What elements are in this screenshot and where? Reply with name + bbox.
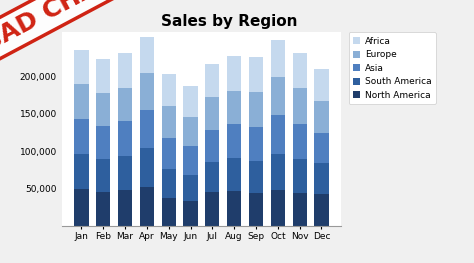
Bar [118, 53, 132, 88]
Bar [96, 126, 110, 159]
Bar [140, 37, 154, 73]
Bar [227, 191, 241, 226]
Bar [271, 115, 285, 154]
Bar [249, 193, 263, 226]
Bar [183, 201, 198, 226]
Bar [227, 124, 241, 158]
Bar [249, 127, 263, 161]
Bar [271, 190, 285, 226]
Bar [249, 161, 263, 193]
Bar [183, 86, 198, 117]
Bar [162, 138, 176, 169]
Bar [314, 101, 328, 133]
Bar [249, 57, 263, 92]
Bar [271, 154, 285, 190]
Bar [314, 133, 328, 163]
Bar [205, 130, 219, 162]
Bar [205, 193, 219, 226]
Bar [227, 91, 241, 124]
Bar [140, 110, 154, 148]
Bar [162, 169, 176, 199]
Bar [292, 193, 307, 226]
Bar [74, 49, 89, 84]
Bar [118, 190, 132, 226]
Bar [96, 159, 110, 192]
Bar [314, 69, 328, 101]
Bar [205, 162, 219, 193]
Bar [292, 124, 307, 159]
Bar [314, 194, 328, 226]
Bar [140, 148, 154, 187]
Bar [74, 84, 89, 119]
Bar [205, 97, 219, 130]
Bar [96, 192, 110, 226]
Bar [162, 199, 176, 226]
Bar [118, 122, 132, 156]
Bar [96, 93, 110, 126]
Bar [162, 107, 176, 138]
Bar [140, 73, 154, 110]
Bar [205, 64, 219, 97]
Bar [227, 56, 241, 91]
Bar [162, 74, 176, 107]
Bar [249, 92, 263, 127]
Bar [183, 175, 198, 201]
Bar [271, 40, 285, 77]
Bar [118, 88, 132, 122]
Bar [118, 156, 132, 190]
Text: #CC1100: #CC1100 [62, 73, 68, 74]
Bar [74, 119, 89, 154]
Bar [227, 158, 241, 191]
Text: BAD CHART: BAD CHART [0, 0, 133, 57]
Bar [96, 59, 110, 93]
Bar [292, 159, 307, 193]
Bar [183, 146, 198, 175]
Bar [183, 117, 198, 146]
Bar [314, 163, 328, 194]
Legend: Africa, Europe, Asia, South America, North America: Africa, Europe, Asia, South America, Nor… [348, 32, 436, 104]
Bar [292, 53, 307, 88]
Bar [74, 189, 89, 226]
Bar [140, 187, 154, 226]
Bar [271, 77, 285, 115]
Bar [292, 88, 307, 124]
Bar [74, 154, 89, 189]
Title: Sales by Region: Sales by Region [161, 14, 298, 29]
